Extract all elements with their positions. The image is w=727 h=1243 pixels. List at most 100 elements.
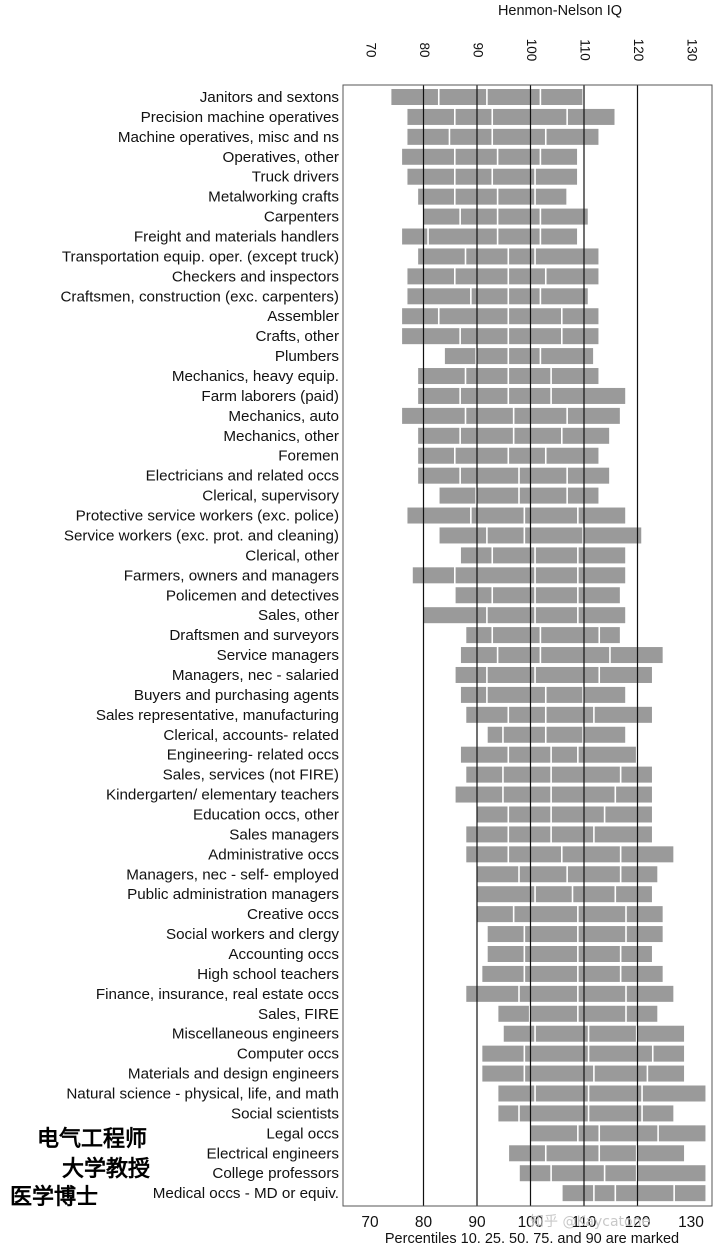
percentile-segment xyxy=(589,1045,652,1062)
percentile-segment xyxy=(674,1185,706,1202)
occupation-bar xyxy=(439,487,599,504)
percentile-segment xyxy=(551,368,599,385)
percentile-segment xyxy=(626,926,663,943)
percentile-segment xyxy=(493,128,545,145)
occupation-label: Sales, other xyxy=(258,607,339,624)
occupation-bar xyxy=(418,427,610,444)
percentile-segment xyxy=(567,487,599,504)
percentile-segment xyxy=(600,1145,636,1162)
percentile-segment xyxy=(466,706,508,723)
occupation-bar xyxy=(402,328,599,345)
bottom-tick-label: 120 xyxy=(625,1214,651,1231)
occupation-bar xyxy=(477,886,652,903)
percentile-segment xyxy=(658,1125,706,1142)
occupation-label: Medical occs - MD or equiv. xyxy=(153,1185,339,1202)
percentile-segment xyxy=(487,89,540,105)
percentile-segment xyxy=(589,1105,642,1122)
occupation-bar xyxy=(418,387,626,404)
plot-frame xyxy=(342,84,713,1207)
percentile-segment xyxy=(460,328,508,345)
percentile-segment xyxy=(584,726,626,743)
bottom-tick-label: 100 xyxy=(518,1214,544,1231)
percentile-segment xyxy=(460,547,492,564)
percentile-segment xyxy=(402,228,428,245)
occupation-label: Service workers (exc. prot. and cleaning… xyxy=(64,527,339,544)
percentile-segment xyxy=(460,686,487,703)
occupation-label: Clerical, accounts- related xyxy=(163,727,339,744)
occupation-label: Mechanics, heavy equip. xyxy=(172,368,339,385)
percentile-segment xyxy=(562,308,599,325)
percentile-segment xyxy=(562,328,599,345)
annotation-electrical-engineer: 电气工程师 xyxy=(37,1126,147,1152)
occupation-label: Administrative occs xyxy=(208,846,339,863)
percentile-segment xyxy=(567,407,620,424)
percentile-segment xyxy=(519,467,567,484)
percentile-segment xyxy=(594,1185,615,1202)
occupation-label: Mechanics, other xyxy=(223,428,339,445)
occupation-label: Computer occs xyxy=(237,1046,340,1063)
occupation-bar xyxy=(487,945,652,962)
percentile-segment xyxy=(498,1085,535,1102)
percentile-segment xyxy=(503,786,551,803)
occupation-bar xyxy=(439,527,642,544)
percentile-segment xyxy=(503,1025,535,1042)
occupation-bar xyxy=(407,128,599,145)
occupation-bar xyxy=(455,666,652,683)
percentile-segment xyxy=(460,208,497,225)
occupation-bar xyxy=(487,926,663,943)
percentile-segment xyxy=(466,826,508,843)
percentile-segment xyxy=(466,846,508,863)
bars xyxy=(391,89,706,1202)
percentile-segment xyxy=(626,1005,658,1022)
occupation-bar xyxy=(477,866,658,883)
percentile-segment xyxy=(530,1125,578,1142)
occupation-bar xyxy=(418,248,599,265)
occupation-bar xyxy=(418,368,599,385)
percentile-segment xyxy=(455,786,503,803)
occupation-bar xyxy=(482,1065,685,1082)
percentile-segment xyxy=(455,148,497,165)
percentile-segment xyxy=(637,1165,706,1182)
percentile-segment xyxy=(509,328,561,345)
occupation-bar xyxy=(418,467,610,484)
occupation-label: Social workers and clergy xyxy=(166,926,339,943)
occupation-bar xyxy=(402,228,578,245)
percentile-segment xyxy=(402,148,454,165)
percentile-segment xyxy=(567,108,615,125)
percentile-segment xyxy=(477,348,508,365)
percentile-segment xyxy=(460,427,513,444)
percentile-segment xyxy=(493,587,535,604)
percentile-segment xyxy=(439,308,508,325)
percentile-segment xyxy=(482,965,524,982)
annotation-medical-doctor: 医学博士 xyxy=(10,1184,98,1210)
percentile-segment xyxy=(525,527,583,544)
percentile-segment xyxy=(487,926,524,943)
percentile-segment xyxy=(418,447,454,464)
occupation-label: Clerical, supervisory xyxy=(202,488,339,505)
percentile-segment xyxy=(509,826,551,843)
percentile-segment xyxy=(621,945,652,962)
occupation-label: Draftsmen and surveyors xyxy=(169,627,339,644)
percentile-segment xyxy=(498,148,540,165)
occupation-label: Miscellaneous engineers xyxy=(172,1026,340,1043)
occupation-bar xyxy=(460,647,663,664)
occupation-bar xyxy=(418,188,567,205)
percentile-segment xyxy=(541,348,594,365)
percentile-segment xyxy=(503,726,545,743)
percentile-segment xyxy=(519,1105,588,1122)
bottom-tick-label: 80 xyxy=(415,1214,433,1231)
percentile-segment xyxy=(509,706,545,723)
percentile-segment xyxy=(509,846,561,863)
occupation-bar xyxy=(487,726,626,743)
percentile-segment xyxy=(642,1105,674,1122)
occupation-label: Natural science - physical, life, and ma… xyxy=(66,1086,339,1103)
percentile-segment xyxy=(642,1085,706,1102)
occupation-label: Assembler xyxy=(267,308,339,325)
percentile-segment xyxy=(487,607,535,624)
percentile-segment xyxy=(471,288,508,305)
percentile-segment xyxy=(407,108,454,125)
top-tick-label: 130 xyxy=(684,39,699,62)
occupation-label: Craftsmen, construction (exc. carpenters… xyxy=(60,288,339,305)
occupation-label: Foremen xyxy=(278,448,339,465)
occupation-label: Mechanics, auto xyxy=(228,408,339,425)
